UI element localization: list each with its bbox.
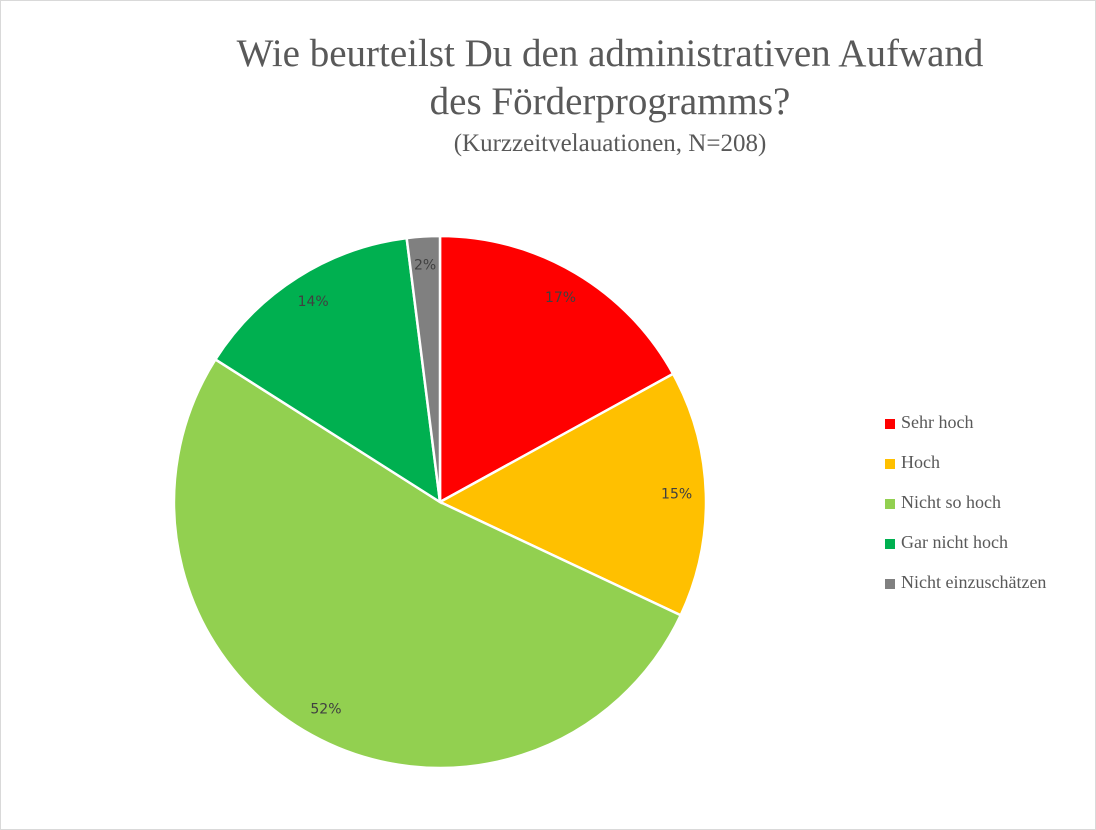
pie-slice [437, 372, 708, 617]
legend-swatch [885, 419, 895, 429]
legend-label: Gar nicht hoch [901, 532, 1008, 552]
pie-slice [405, 234, 442, 503]
legend-label: Sehr hoch [901, 412, 973, 432]
data-label: 2% [414, 258, 436, 274]
data-label: 17% [545, 290, 576, 306]
legend-swatch [885, 579, 895, 589]
legend-swatch [885, 459, 895, 469]
legend-label: Nicht so hoch [901, 492, 1001, 512]
legend-label: Nicht einzuschätzen [901, 572, 1046, 592]
pie-slice [172, 357, 683, 770]
data-label: 52% [310, 701, 341, 717]
legend-label: Hoch [901, 452, 940, 472]
legend-swatch [885, 499, 895, 509]
chart-subtitle: (Kurzzeitvelauationen, N=208) [453, 130, 767, 157]
data-label: 14% [298, 294, 329, 310]
pie-slice [213, 236, 442, 505]
chart-title: Wie beurteilst Du den administrativen Au… [236, 32, 984, 123]
legend-swatch [885, 539, 895, 549]
pie-slice [438, 234, 675, 505]
data-label: 15% [661, 487, 692, 503]
